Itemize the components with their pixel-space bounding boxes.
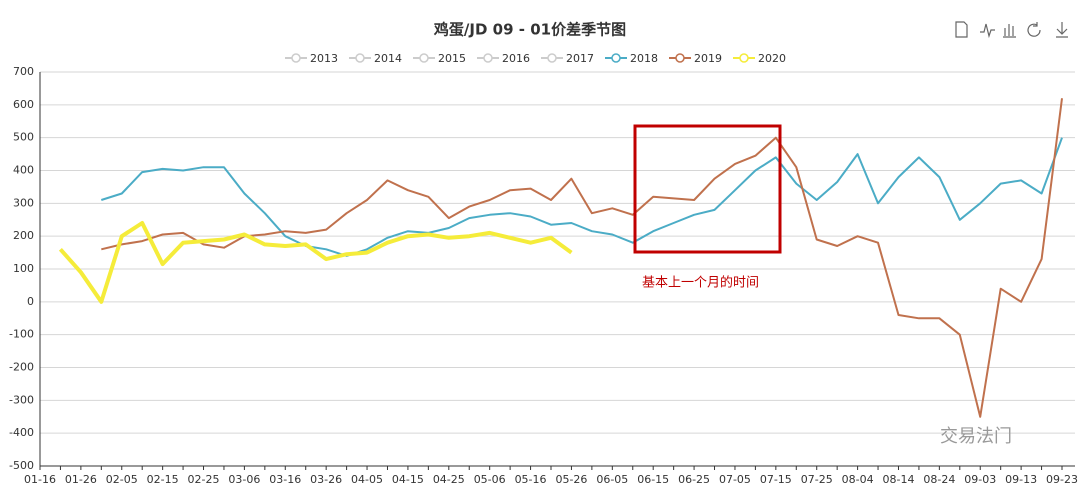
legend-item[interactable]: 2019: [669, 52, 722, 65]
x-tick-label: 08-24: [923, 473, 955, 486]
legend-label: 2018: [630, 52, 658, 65]
y-tick-label: 500: [13, 131, 34, 144]
x-tick-label: 05-16: [515, 473, 547, 486]
y-tick-label: -400: [9, 426, 34, 439]
y-tick-label: 0: [27, 295, 34, 308]
y-tick-label: -200: [9, 361, 34, 374]
logo: 交易法门: [940, 426, 1012, 447]
legend-symbol: [291, 53, 301, 63]
y-tick-label: 100: [13, 262, 34, 275]
legend-item[interactable]: 2018: [605, 52, 658, 65]
x-tick-label: 05-26: [555, 473, 587, 486]
x-tick-label: 04-05: [351, 473, 383, 486]
legend-symbol: [611, 53, 621, 63]
highlight-box: [633, 124, 782, 254]
x-tick-label: 07-05: [719, 473, 751, 486]
legend-label: 2014: [374, 52, 402, 65]
legend-label: 2017: [566, 52, 594, 65]
y-tick-label: 600: [13, 98, 34, 111]
tool-data-view[interactable]: [955, 21, 968, 38]
legend-symbol: [675, 53, 685, 63]
y-tick-label: -100: [9, 328, 34, 341]
legend-symbol: [483, 53, 493, 63]
x-tick-label: 06-15: [637, 473, 669, 486]
x-tick-label: 06-05: [596, 473, 628, 486]
y-tick-label: -500: [9, 459, 34, 472]
x-tick-label: 07-15: [760, 473, 792, 486]
tool-restore[interactable]: [1027, 22, 1041, 37]
tool-bar[interactable]: [1003, 24, 1016, 38]
y-tick-label: -300: [9, 393, 34, 406]
x-tick-label: 08-14: [882, 473, 914, 486]
x-tick-label: 05-06: [474, 473, 506, 486]
legend-label: 2013: [310, 52, 338, 65]
tool-line[interactable]: [980, 23, 995, 39]
x-tick-label: 08-04: [842, 473, 874, 486]
x-tick-label: 09-23: [1046, 473, 1078, 486]
x-tick-label: 02-15: [147, 473, 179, 486]
y-tick-label: 700: [13, 65, 34, 78]
legend-symbol: [547, 53, 557, 63]
legend-symbol: [739, 53, 749, 63]
x-tick-label: 07-25: [801, 473, 833, 486]
y-tick-label: 400: [13, 164, 34, 177]
series-line: [101, 98, 1063, 418]
chart-title: 鸡蛋/JD 09 - 01价差季节图: [433, 21, 626, 39]
x-tick-label: 04-25: [433, 473, 465, 486]
toolbox[interactable]: [955, 21, 1068, 39]
legend-item[interactable]: 2015: [413, 52, 466, 65]
x-tick-label: 03-26: [310, 473, 342, 486]
x-tick-label: 09-13: [1005, 473, 1037, 486]
legend-item[interactable]: 2014: [349, 52, 402, 65]
x-tick-label: 02-05: [106, 473, 138, 486]
series-line: [100, 137, 1063, 257]
legend-item[interactable]: 2017: [541, 52, 594, 65]
legend-item[interactable]: 2020: [733, 52, 786, 65]
legend-symbol: [355, 53, 365, 63]
x-tick-label: 06-25: [678, 473, 710, 486]
legend-item[interactable]: 2016: [477, 52, 530, 65]
annotation: 基本上一个月的时间: [642, 275, 759, 291]
series-line: [58, 221, 573, 304]
x-tick-label: 03-06: [228, 473, 260, 486]
x-tick-label: 02-25: [188, 473, 220, 486]
x-tick-label: 03-16: [269, 473, 301, 486]
x-tick-label: 01-16: [24, 473, 56, 486]
legend-label: 2020: [758, 52, 786, 65]
legend-symbol: [419, 53, 429, 63]
x-tick-label: 09-03: [964, 473, 996, 486]
legend-label: 2015: [438, 52, 466, 65]
x-tick-label: 01-26: [65, 473, 97, 486]
legend-label: 2019: [694, 52, 722, 65]
x-tick-label: 04-15: [392, 473, 424, 486]
legend-item[interactable]: 2013: [285, 52, 338, 65]
y-tick-label: 300: [13, 196, 34, 209]
y-tick-label: 200: [13, 229, 34, 242]
tool-save[interactable]: [1056, 22, 1068, 38]
legend-label: 2016: [502, 52, 530, 65]
